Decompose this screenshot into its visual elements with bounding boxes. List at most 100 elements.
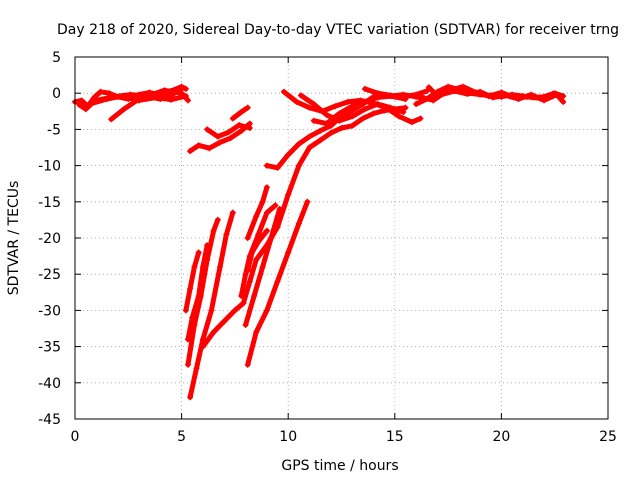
data-point [332, 103, 339, 110]
data-point [195, 249, 202, 256]
series-arc-n [244, 198, 311, 368]
data-point [187, 148, 194, 155]
data-point [146, 93, 153, 100]
data-point [464, 90, 471, 97]
y-tick-label: 5 [52, 50, 61, 66]
data-point [242, 321, 249, 328]
data-point [434, 93, 441, 100]
data-point [253, 213, 260, 220]
series-arc-q [244, 227, 270, 274]
data-point [472, 89, 479, 96]
data-point [76, 101, 83, 108]
data-point [274, 164, 281, 171]
data-point [306, 133, 313, 140]
series-arc-o [242, 206, 283, 328]
data-point [349, 103, 356, 110]
axis-ticks: 0 5 10 15 20 25 5 0 -5 -10 -15 -20 -25 -30 -35 -40 -45 [38, 50, 617, 445]
series-arc-g [229, 104, 251, 122]
data-points [72, 83, 567, 401]
data-point [402, 104, 409, 111]
data-point [327, 122, 334, 129]
data-point [189, 314, 196, 321]
data-point [253, 256, 260, 263]
y-tick-label: -40 [38, 376, 61, 392]
data-point [259, 198, 266, 205]
data-point [285, 191, 292, 198]
data-point [251, 292, 258, 299]
data-point [417, 115, 424, 122]
data-point [374, 101, 381, 108]
data-point [244, 361, 251, 368]
data-point [259, 263, 266, 270]
x-tick-label: 5 [177, 429, 186, 445]
data-point [199, 336, 206, 343]
data-point [93, 97, 100, 104]
data-point [167, 92, 174, 99]
y-tick-label: -5 [47, 122, 61, 138]
data-point [221, 318, 228, 325]
series-arc-j [184, 242, 211, 343]
y-tick-label: -25 [38, 267, 61, 283]
x-tick-label: 20 [492, 429, 510, 445]
data-point [408, 119, 415, 126]
data-point [240, 300, 247, 307]
data-point [560, 98, 567, 105]
data-point [310, 117, 317, 124]
series-line [245, 184, 270, 241]
data-point [295, 140, 302, 147]
series-arc-p [244, 184, 270, 241]
data-point [295, 220, 302, 227]
data-point [97, 88, 104, 95]
series-arc-e [187, 120, 253, 155]
data-point [400, 109, 407, 116]
data-point [323, 111, 330, 118]
data-point [361, 85, 368, 92]
series-arc-f [204, 122, 253, 140]
data-point [413, 101, 420, 108]
data-point [229, 115, 236, 122]
data-point [523, 93, 530, 100]
data-point [184, 336, 191, 343]
data-point [359, 115, 366, 122]
data-point [511, 94, 518, 101]
data-point [423, 88, 430, 95]
data-point [374, 90, 381, 97]
data-point [263, 209, 270, 216]
data-point [238, 292, 245, 299]
data-point [295, 162, 302, 169]
data-point [89, 100, 96, 107]
series-arc-d [108, 85, 185, 123]
data-point [246, 278, 253, 285]
data-point [223, 231, 230, 238]
data-point [216, 263, 223, 270]
data-point [304, 198, 311, 205]
data-point [227, 135, 234, 142]
data-point [272, 202, 279, 209]
data-point [387, 104, 394, 111]
y-tick-label: -10 [38, 159, 61, 175]
data-point [187, 285, 194, 292]
data-point [216, 139, 223, 146]
data-point [306, 104, 313, 111]
data-point [361, 106, 368, 113]
data-point [327, 130, 334, 137]
data-point [293, 98, 300, 105]
series-arc-v [361, 85, 430, 100]
data-point [161, 87, 168, 94]
data-point [349, 113, 356, 120]
data-point [82, 106, 89, 113]
data-point [306, 144, 313, 151]
data-point [199, 263, 206, 270]
series-line [245, 228, 270, 274]
y-tick-label: -15 [38, 195, 61, 211]
data-point [317, 127, 324, 134]
data-point [121, 106, 128, 113]
data-point [195, 292, 202, 299]
data-point [336, 117, 343, 124]
series-line [230, 105, 251, 121]
data-point [276, 206, 283, 213]
data-point [255, 231, 262, 238]
data-point [244, 235, 251, 241]
y-tick-label: -20 [38, 231, 61, 247]
data-point [349, 122, 356, 129]
